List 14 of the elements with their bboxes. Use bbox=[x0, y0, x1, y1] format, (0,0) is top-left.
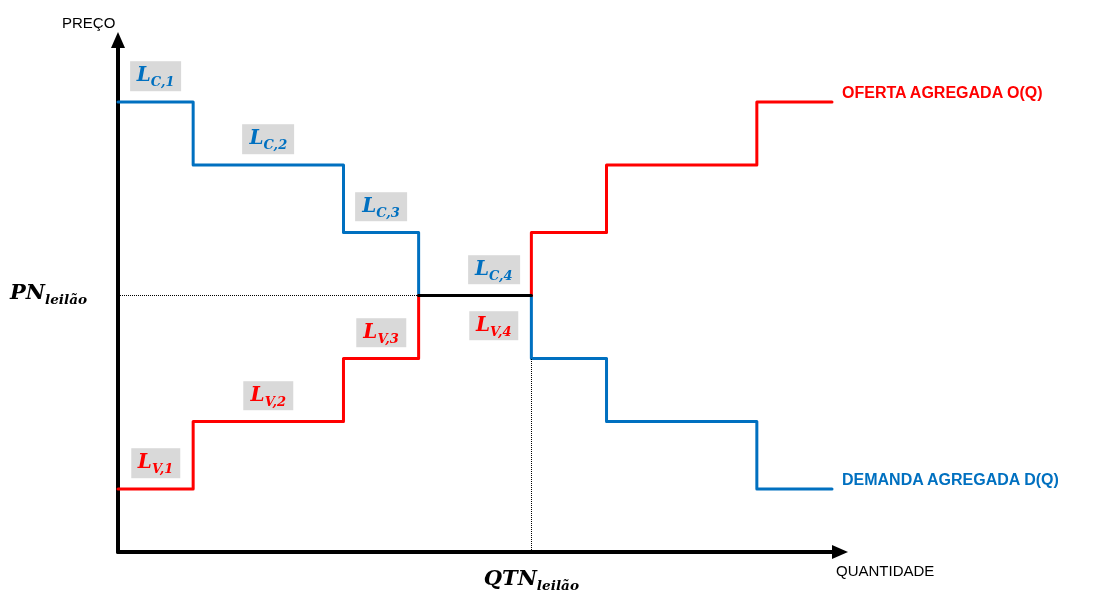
series-label: DEMANDA AGREGADA D(Q) bbox=[842, 470, 1059, 488]
ref-line-label: PN$_{leilão}$ bbox=[10, 278, 88, 307]
series-label: OFERTA AGREGADA O(Q) bbox=[842, 83, 1043, 101]
annotation: L$_{V,3}$ bbox=[356, 317, 406, 348]
text: L$_{C,1}$ bbox=[129, 61, 182, 91]
text: QTN$_{leilão}$ bbox=[483, 565, 580, 594]
annotation: L$_{V,1}$ bbox=[130, 448, 181, 478]
annotation: L$_{V,4}$ bbox=[469, 310, 519, 341]
x-axis-title: QUANTIDADE bbox=[836, 562, 935, 579]
annotation: L$_{C,2}$ bbox=[242, 124, 295, 154]
y-axis-title: PREÇO bbox=[62, 14, 116, 31]
annotation: L$_{C,4}$ bbox=[467, 254, 520, 285]
annotation: L$_{V,2}$ bbox=[243, 380, 294, 411]
annotation: L$_{C,3}$ bbox=[355, 191, 407, 222]
